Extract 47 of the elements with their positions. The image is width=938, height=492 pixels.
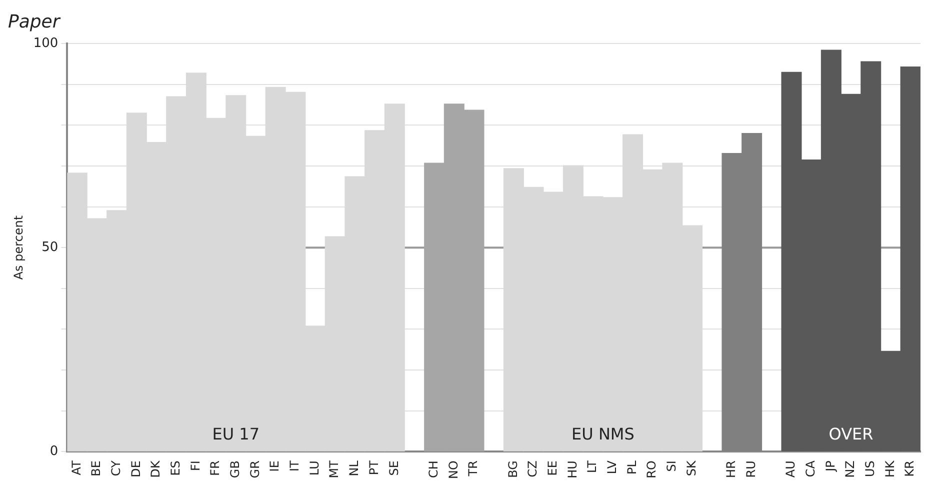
chart-title: Paper (8, 11, 62, 32)
x-tick-label: HU (565, 460, 580, 478)
x-tick-label: US (862, 460, 877, 477)
x-tick-label: AT (69, 460, 84, 476)
x-tick-label: EE (546, 460, 560, 476)
x-tick-label: RO (644, 460, 659, 478)
x-tick-label: FI (188, 460, 202, 472)
x-tick-label: IT (288, 460, 302, 472)
x-tick-label: CA (803, 460, 818, 478)
x-tick-label: BG (506, 460, 520, 478)
x-tick-label: SI (664, 460, 679, 472)
x-tick-label: BE (89, 460, 104, 476)
x-tick-label: MT (327, 460, 342, 478)
x-tick-label: LU (307, 460, 322, 476)
x-tick-label: FR (208, 460, 222, 476)
x-tick-label: ES (168, 460, 182, 476)
x-tick-label: HK (882, 459, 897, 478)
x-tick-label: NO (446, 460, 460, 479)
x-tick-label: AU (784, 460, 798, 478)
x-tick-label: PT (366, 460, 381, 476)
y-tick-label: 0 (50, 444, 58, 459)
x-tick-label: TR (466, 460, 480, 478)
y-tick-label: 50 (42, 240, 58, 255)
x-tick-label: SE (386, 460, 401, 476)
x-tick-label: NL (347, 460, 362, 476)
x-tick-label: HR (724, 460, 738, 478)
y-axis-title: As percent (11, 215, 26, 280)
x-tick-label: PL (624, 460, 639, 474)
x-tick-label: GB (228, 460, 242, 478)
x-tick-label: LT (585, 460, 600, 473)
x-tick-label: GR (248, 460, 262, 478)
x-tick-label: JP (823, 460, 838, 472)
x-tick-label: NZ (843, 460, 858, 478)
x-tick-label: KR (902, 460, 917, 477)
x-tick-label: CZ (526, 460, 540, 478)
annotation: EU NMS (572, 424, 634, 444)
x-tick-label: CH (426, 460, 440, 478)
x-tick-label: DK (148, 459, 163, 478)
x-tick-label: RU (744, 460, 758, 478)
x-tick-label: SK (684, 459, 698, 476)
y-tick-label: 100 (33, 36, 58, 51)
x-tick-label: IE (268, 460, 282, 472)
x-tick-label: DE (128, 460, 143, 478)
x-tick-label: LV (605, 460, 620, 474)
annotation: EU 17 (212, 424, 260, 444)
annotation: OVER (828, 424, 874, 444)
x-tick-label: CY (108, 460, 123, 476)
